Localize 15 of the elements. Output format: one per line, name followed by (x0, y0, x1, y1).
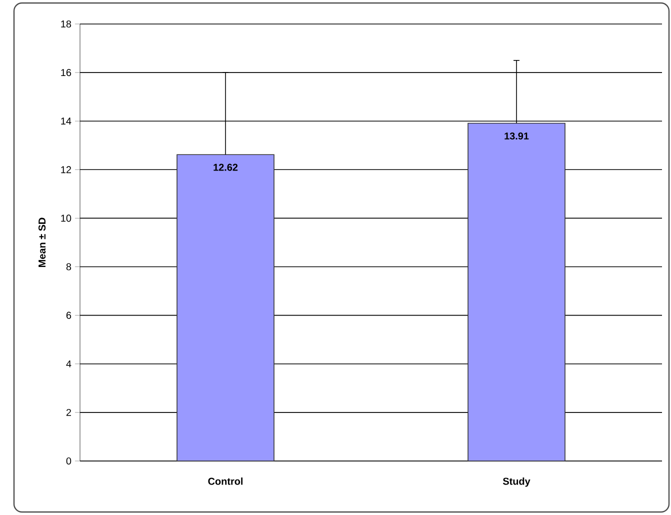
y-tick-label: 8 (66, 263, 72, 270)
y-tick-label: 6 (66, 312, 72, 319)
y-tick-label: 18 (61, 20, 72, 28)
y-tick-label: 4 (66, 360, 72, 368)
y-tick-label: 14 (61, 118, 72, 125)
data-label: 13.91 (504, 132, 529, 140)
y-tick-label: 12 (61, 166, 71, 174)
y-tick-label: 0 (66, 457, 72, 465)
y-axis-title: Mean ± SD (38, 218, 46, 267)
data-label: 12.62 (214, 164, 238, 171)
x-tick-label: Control (208, 478, 243, 485)
y-tick-label: 16 (61, 69, 72, 76)
y-tick-label: 10 (61, 214, 72, 222)
x-tick-label: Study (502, 478, 530, 487)
y-tick-label: 2 (66, 408, 71, 416)
